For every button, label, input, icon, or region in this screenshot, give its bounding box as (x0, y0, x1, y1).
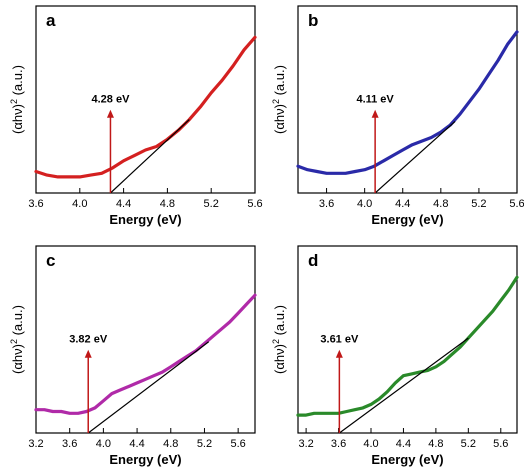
x-tick-label: 4.4 (395, 198, 410, 210)
x-tick-label: 4.0 (357, 198, 372, 210)
annotation-label: 4.28 eV (91, 94, 130, 106)
y-axis-label: (αhν)2 (a.u.) (271, 65, 287, 134)
data-series-line (296, 30, 519, 175)
x-tick-label: 3.6 (28, 198, 43, 210)
plot-frame (297, 5, 518, 194)
x-tick-label: 4.8 (428, 438, 443, 450)
annotation-label: 3.61 eV (320, 334, 359, 346)
panel-c: c 3.2 3.6 4.0 4.4 4.8 5.2 5.6 Energy (eV) (αhν)2 … (9, 245, 257, 467)
panel-b: b 3.6 4.0 4.4 4.8 5.2 5.6 Energy (eV) (αhν)2 (a.… (271, 5, 524, 227)
x-tick-label: 3.2 (298, 438, 313, 450)
fit-line (374, 120, 456, 194)
fit-line (87, 341, 210, 434)
x-tick-label: 5.2 (471, 198, 486, 210)
y-axis-label: (αhν)2 (a.u.) (9, 65, 25, 134)
x-tick-label: 3.2 (28, 438, 43, 450)
x-tick-label: 4.8 (160, 198, 175, 210)
annotation-arrowhead (84, 349, 92, 358)
panel-letter: d (308, 251, 318, 270)
x-tick-label: 5.6 (247, 198, 262, 210)
x-tick-label: 4.4 (396, 438, 411, 450)
x-tick-label: 4.8 (433, 198, 448, 210)
y-axis-label: (αhν)2 (a.u.) (9, 305, 25, 374)
x-tick-label: 3.6 (331, 438, 346, 450)
annotation-arrowhead (371, 109, 379, 118)
data-series-line (34, 293, 257, 415)
fit-line (110, 119, 190, 194)
x-tick-label: 4.8 (163, 438, 178, 450)
panel-letter: b (308, 11, 318, 30)
x-axis-label: Energy (eV) (109, 452, 181, 467)
x-tick-label: 5.2 (204, 198, 219, 210)
y-axis-label: (αhν)2 (a.u.) (271, 305, 287, 374)
x-tick-label: 5.2 (197, 438, 212, 450)
x-tick-label: 3.6 (319, 198, 334, 210)
x-axis-label: Energy (eV) (371, 212, 443, 227)
x-tick-label: 5.6 (493, 438, 508, 450)
x-tick-label: 5.6 (231, 438, 246, 450)
panel-a: a 3.6 4.0 4.4 4.8 5.2 5.6 Energy (eV) (αhν)2 (a.… (9, 5, 263, 227)
annotation-arrowhead (335, 349, 343, 358)
x-tick-label: 5.2 (461, 438, 476, 450)
x-tick-label: 4.0 (72, 198, 87, 210)
x-tick-label: 4.4 (116, 198, 131, 210)
x-tick-label: 4.4 (129, 438, 144, 450)
x-axis-label: Energy (eV) (371, 452, 443, 467)
data-series-line (34, 35, 257, 179)
x-tick-label: 5.6 (509, 198, 524, 210)
annotation-arrowhead (106, 109, 114, 118)
x-tick-label: 4.0 (96, 438, 111, 450)
plot-frame (297, 245, 518, 434)
x-tick-label: 4.0 (363, 438, 378, 450)
panel-d: d 3.2 3.6 4.0 4.4 4.8 5.2 5.6 Energy (eV) (αhν)2 … (271, 245, 519, 467)
annotation-label: 3.82 eV (69, 334, 108, 346)
annotation-label: 4.11 eV (356, 94, 394, 106)
plot-frame (35, 5, 256, 194)
panel-letter: a (46, 11, 56, 30)
panel-letter: c (46, 251, 55, 270)
data-series-line (296, 275, 519, 417)
plot-frame (35, 245, 256, 434)
fit-line (339, 337, 469, 434)
x-axis-label: Energy (eV) (109, 212, 181, 227)
x-tick-label: 3.6 (62, 438, 77, 450)
